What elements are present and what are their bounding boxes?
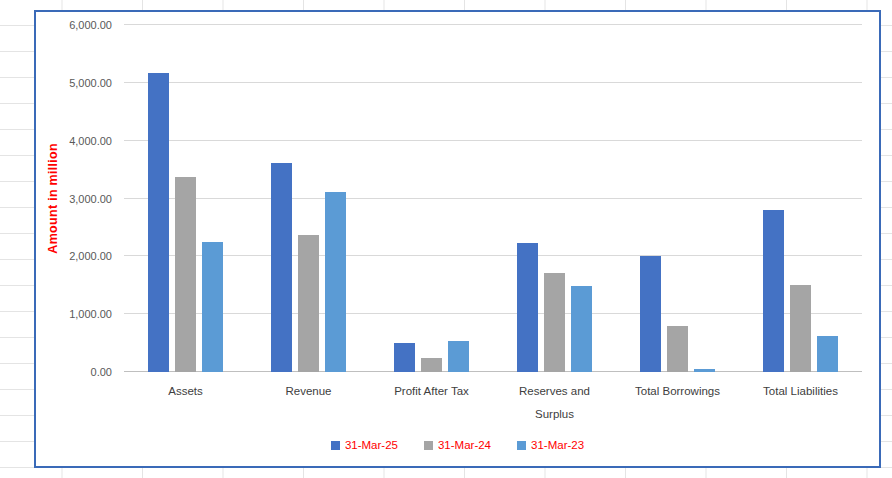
y-tick-label: 5,000.00 [69, 77, 112, 89]
bar[interactable] [148, 73, 169, 372]
bar-group [493, 25, 616, 372]
legend-swatch-icon [331, 441, 340, 450]
chart-object[interactable]: Amount in million 0.001,000.002,000.003,… [34, 10, 881, 468]
category-label[interactable]: Assets [168, 380, 203, 426]
excel-worksheet[interactable]: Amount in million 0.001,000.002,000.003,… [0, 0, 892, 478]
bar-group [739, 25, 862, 372]
x-axis-category-labels: Assets Revenue Profit After Tax Reserves an… [124, 380, 862, 426]
category-label[interactable]: Reserves and Surplus [505, 380, 605, 426]
category-label[interactable]: Profit After Tax [394, 380, 469, 426]
category-label-cell: Reserves and Surplus [493, 380, 616, 426]
bar[interactable] [325, 192, 346, 372]
y-tick-label: 1,000.00 [69, 308, 112, 320]
bar[interactable] [571, 286, 592, 372]
bar[interactable] [517, 243, 538, 372]
bar[interactable] [817, 336, 838, 372]
category-label[interactable]: Total Borrowings [635, 380, 720, 426]
bar[interactable] [298, 235, 319, 372]
y-axis-tick-labels: 0.001,000.002,000.003,000.004,000.005,00… [36, 25, 112, 372]
legend-item[interactable]: 31-Mar-24 [424, 439, 491, 451]
category-label[interactable]: Total Liabilities [763, 380, 838, 426]
bar[interactable] [271, 163, 292, 372]
bar[interactable] [790, 285, 811, 372]
category-label-cell: Revenue [247, 380, 370, 426]
bar[interactable] [763, 210, 784, 372]
legend-label: 31-Mar-23 [531, 439, 584, 451]
y-tick-label: 6,000.00 [69, 19, 112, 31]
bar-group [370, 25, 493, 372]
bar-group [616, 25, 739, 372]
bar[interactable] [667, 326, 688, 372]
legend-swatch-icon [424, 441, 433, 450]
category-label-cell: Profit After Tax [370, 380, 493, 426]
bar-series-area [124, 25, 862, 372]
legend-label: 31-Mar-24 [438, 439, 491, 451]
category-label-cell: Assets [124, 380, 247, 426]
bar[interactable] [421, 358, 442, 372]
bar[interactable] [394, 343, 415, 372]
y-tick-label: 4,000.00 [69, 135, 112, 147]
y-tick-label: 2,000.00 [69, 250, 112, 262]
category-label-cell: Total Liabilities [739, 380, 862, 426]
bar[interactable] [640, 256, 661, 372]
plot-area[interactable] [124, 25, 862, 372]
bar[interactable] [544, 273, 565, 372]
bar-group [124, 25, 247, 372]
bar[interactable] [448, 341, 469, 372]
chart-legend: 31-Mar-25 31-Mar-24 31-Mar-23 [36, 439, 879, 451]
legend-item[interactable]: 31-Mar-25 [331, 439, 398, 451]
category-label-cell: Total Borrowings [616, 380, 739, 426]
bar[interactable] [694, 369, 715, 372]
y-tick-label: 0.00 [91, 366, 112, 378]
bar-group [247, 25, 370, 372]
category-label[interactable]: Revenue [285, 380, 331, 426]
legend-item[interactable]: 31-Mar-23 [517, 439, 584, 451]
legend-label: 31-Mar-25 [345, 439, 398, 451]
legend-swatch-icon [517, 441, 526, 450]
y-tick-label: 3,000.00 [69, 193, 112, 205]
bar[interactable] [202, 242, 223, 372]
bar[interactable] [175, 177, 196, 372]
